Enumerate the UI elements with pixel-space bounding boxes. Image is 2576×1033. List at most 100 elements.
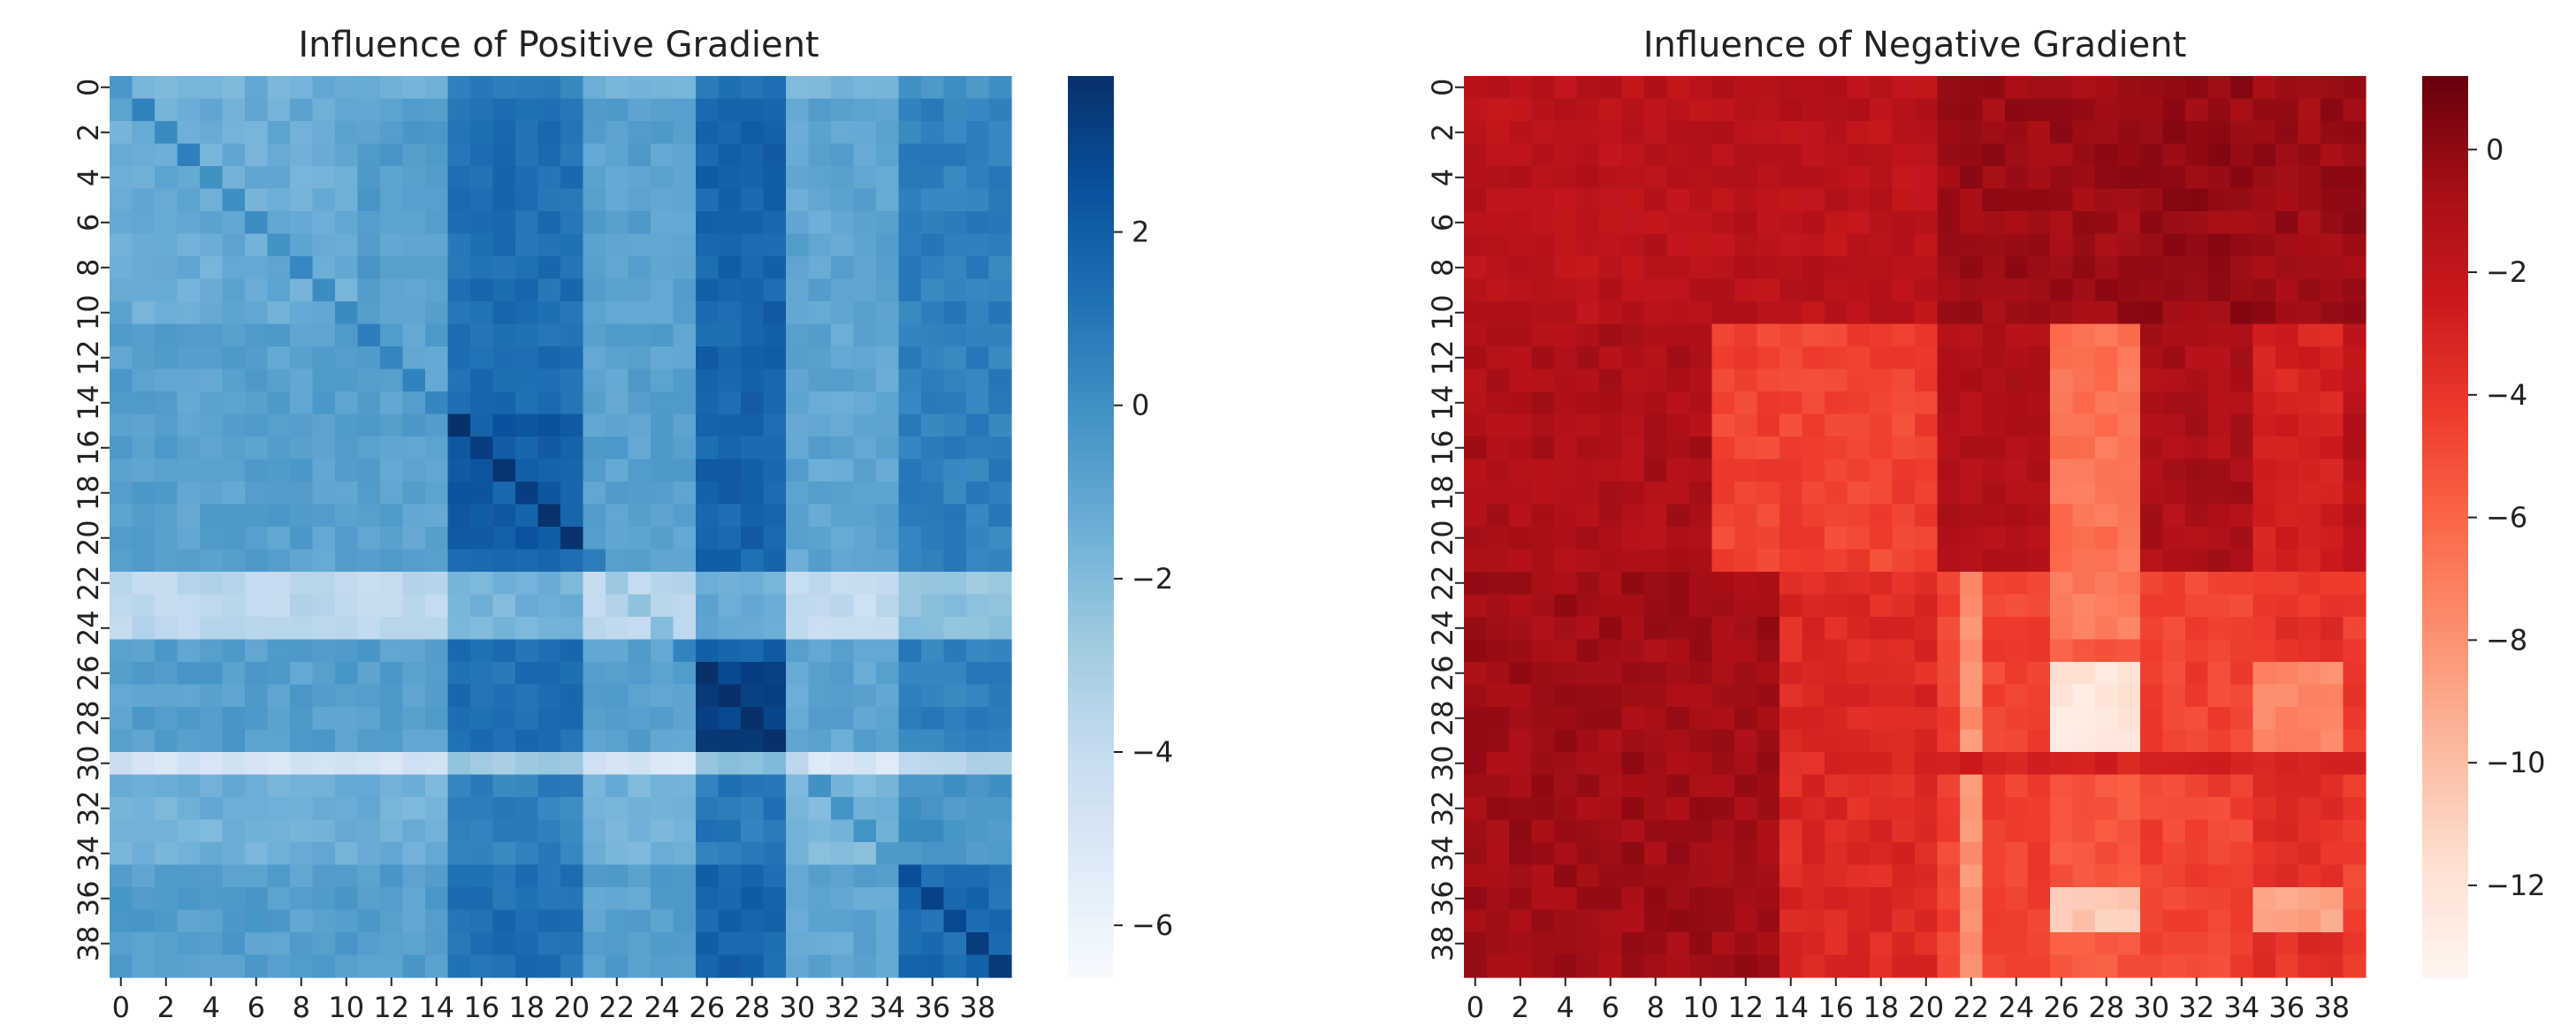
heatmap-cell <box>2185 414 2209 437</box>
heatmap-cell <box>492 707 516 731</box>
heatmap-cell <box>2321 233 2344 257</box>
heatmap-cell <box>447 774 471 798</box>
heatmap-cell <box>1780 617 1803 641</box>
heatmap-cell <box>1711 278 1735 302</box>
heatmap-cell <box>2005 729 2029 753</box>
heatmap-cell <box>1960 797 1984 821</box>
heatmap-cell <box>1892 414 1916 437</box>
heatmap-cell <box>1802 662 1825 686</box>
heatmap-cell <box>2095 323 2119 347</box>
heatmap-cell <box>651 797 674 821</box>
x-tick-label: 10 <box>1682 991 1719 1024</box>
heatmap-cell <box>2140 572 2164 596</box>
heatmap-cell <box>312 391 336 415</box>
heatmap-cell <box>2140 594 2164 618</box>
heatmap-cell <box>380 414 404 437</box>
heatmap-cell <box>447 346 471 370</box>
heatmap-cell <box>560 188 584 212</box>
heatmap-cell <box>2140 188 2164 212</box>
heatmap-cell <box>898 909 922 933</box>
heatmap-cell <box>357 842 381 866</box>
heatmap-cell <box>2140 98 2164 122</box>
heatmap-cell <box>2005 639 2029 663</box>
heatmap-cell <box>876 391 900 415</box>
heatmap-cell <box>1689 301 1713 325</box>
heatmap-cell <box>1847 527 1871 551</box>
heatmap-cell <box>1711 887 1735 911</box>
heatmap-cell <box>155 437 179 460</box>
heatmap-cell <box>1509 391 1533 415</box>
heatmap-cell <box>267 932 291 956</box>
heatmap-cell <box>2207 842 2231 866</box>
heatmap-cell <box>1599 166 1623 190</box>
heatmap-cell <box>470 211 494 235</box>
heatmap-cell <box>2162 797 2186 821</box>
heatmap-cell <box>267 346 291 370</box>
heatmap-cell <box>876 887 900 911</box>
heatmap-cell <box>651 819 674 843</box>
heatmap-cell <box>110 774 133 798</box>
heatmap-cell <box>2207 864 2231 888</box>
y-tick-label: 22 <box>1426 565 1459 601</box>
heatmap-cell <box>290 864 314 888</box>
heatmap-cell <box>2050 684 2074 708</box>
heatmap-cell <box>357 954 381 978</box>
heatmap-cell <box>898 797 922 821</box>
heatmap-cell <box>763 932 787 956</box>
heatmap-cell <box>1870 256 1894 280</box>
heatmap-cell <box>2275 256 2299 280</box>
heatmap-cell <box>696 301 720 325</box>
colorbar-segment <box>2422 962 2468 971</box>
heatmap-cell <box>966 549 990 573</box>
heatmap-cell <box>1802 437 1825 460</box>
colorbar-segment <box>2422 632 2468 641</box>
heatmap-cell <box>651 954 674 978</box>
heatmap-cell <box>943 188 967 212</box>
heatmap-cell <box>1937 233 1961 257</box>
heatmap-cell <box>2140 729 2164 753</box>
heatmap-cell <box>853 166 877 190</box>
x-tick-label: 0 <box>1467 991 1484 1024</box>
heatmap-cell <box>606 707 629 731</box>
heatmap-cell <box>1711 594 1735 618</box>
heatmap-cell <box>2185 797 2209 821</box>
heatmap-cell <box>470 233 494 257</box>
heatmap-cell <box>741 864 765 888</box>
heatmap-cell <box>245 729 269 753</box>
heatmap-cell <box>628 819 652 843</box>
heatmap-cell <box>1531 437 1555 460</box>
heatmap-cell <box>267 121 291 145</box>
heatmap-cell <box>402 391 426 415</box>
heatmap-cell <box>2072 278 2096 302</box>
heatmap-cell <box>606 211 629 235</box>
heatmap-cell <box>1666 729 1690 753</box>
heatmap-cell <box>312 572 336 596</box>
heatmap-cell <box>1599 639 1623 663</box>
heatmap-cell <box>1711 662 1735 686</box>
heatmap-cell <box>1666 797 1690 821</box>
heatmap-cell <box>1554 391 1578 415</box>
heatmap-cell <box>1486 617 1510 641</box>
heatmap-cell <box>2207 662 2231 686</box>
heatmap-cell <box>1734 842 1758 866</box>
heatmap-cell <box>583 459 606 482</box>
heatmap-cell <box>110 211 133 235</box>
heatmap-cell <box>2252 639 2276 663</box>
heatmap-cell <box>988 752 1012 776</box>
heatmap-cell <box>1780 797 1803 821</box>
heatmap-cell <box>1757 572 1780 596</box>
heatmap-cell <box>606 233 629 257</box>
heatmap-cell <box>1847 459 1871 482</box>
heatmap-cell <box>2230 482 2254 505</box>
heatmap-cell <box>537 864 561 888</box>
heatmap-cell <box>696 752 720 776</box>
heatmap-cell <box>1847 684 1871 708</box>
heatmap-cell <box>1666 864 1690 888</box>
colorbar-segment <box>2422 947 2468 956</box>
heatmap-cell <box>2027 346 2051 370</box>
heatmap-cell <box>1666 459 1690 482</box>
heatmap-cell <box>2140 684 2164 708</box>
heatmap-cell <box>1825 617 1848 641</box>
heatmap-cell <box>132 774 156 798</box>
heatmap-cell <box>628 166 652 190</box>
